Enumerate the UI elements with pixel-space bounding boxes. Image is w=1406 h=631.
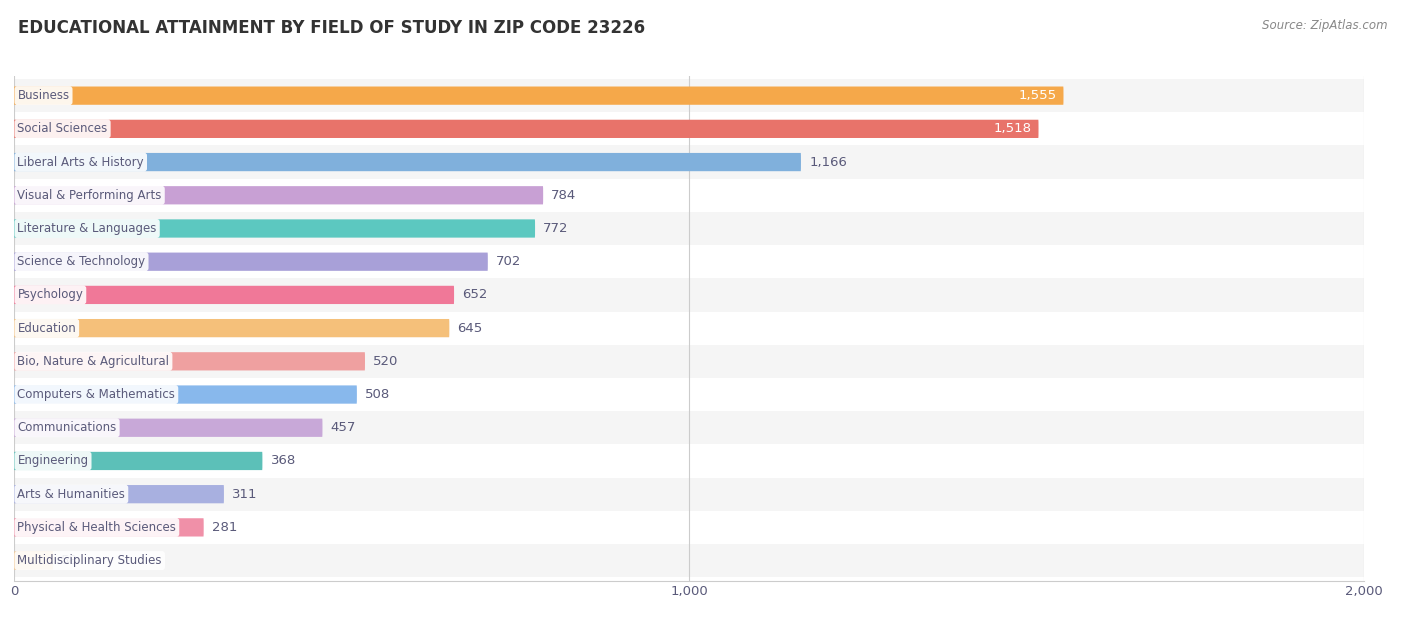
Text: 508: 508 (366, 388, 391, 401)
Text: 368: 368 (270, 454, 295, 468)
FancyBboxPatch shape (14, 153, 801, 171)
Text: EDUCATIONAL ATTAINMENT BY FIELD OF STUDY IN ZIP CODE 23226: EDUCATIONAL ATTAINMENT BY FIELD OF STUDY… (18, 19, 645, 37)
Text: Science & Technology: Science & Technology (17, 255, 146, 268)
Text: Education: Education (17, 322, 76, 334)
FancyBboxPatch shape (14, 86, 1063, 105)
Text: 1,166: 1,166 (808, 156, 846, 168)
FancyBboxPatch shape (14, 352, 366, 370)
Text: Engineering: Engineering (17, 454, 89, 468)
FancyBboxPatch shape (14, 478, 1364, 510)
FancyBboxPatch shape (14, 278, 1364, 312)
FancyBboxPatch shape (14, 79, 1364, 112)
Text: Source: ZipAtlas.com: Source: ZipAtlas.com (1263, 19, 1388, 32)
FancyBboxPatch shape (14, 411, 1364, 444)
FancyBboxPatch shape (14, 186, 543, 204)
Text: Visual & Performing Arts: Visual & Performing Arts (17, 189, 162, 202)
Text: Social Sciences: Social Sciences (17, 122, 108, 136)
FancyBboxPatch shape (14, 252, 488, 271)
FancyBboxPatch shape (14, 312, 1364, 345)
FancyBboxPatch shape (14, 319, 450, 337)
FancyBboxPatch shape (14, 485, 224, 504)
FancyBboxPatch shape (14, 386, 357, 404)
FancyBboxPatch shape (14, 418, 322, 437)
Text: Communications: Communications (17, 422, 117, 434)
FancyBboxPatch shape (14, 345, 1364, 378)
Text: Physical & Health Sciences: Physical & Health Sciences (17, 521, 176, 534)
FancyBboxPatch shape (14, 286, 454, 304)
FancyBboxPatch shape (14, 378, 1364, 411)
FancyBboxPatch shape (14, 544, 1364, 577)
Text: Arts & Humanities: Arts & Humanities (17, 488, 125, 500)
Text: 1,518: 1,518 (994, 122, 1032, 136)
Text: Computers & Mathematics: Computers & Mathematics (17, 388, 176, 401)
Text: 457: 457 (330, 422, 356, 434)
FancyBboxPatch shape (14, 120, 1039, 138)
Text: Business: Business (17, 89, 69, 102)
Text: Psychology: Psychology (17, 288, 83, 302)
FancyBboxPatch shape (14, 245, 1364, 278)
FancyBboxPatch shape (14, 179, 1364, 212)
FancyBboxPatch shape (14, 551, 53, 570)
FancyBboxPatch shape (14, 146, 1364, 179)
FancyBboxPatch shape (14, 220, 536, 238)
Text: Bio, Nature & Agricultural: Bio, Nature & Agricultural (17, 355, 170, 368)
FancyBboxPatch shape (14, 510, 1364, 544)
Text: 652: 652 (463, 288, 488, 302)
FancyBboxPatch shape (14, 518, 204, 536)
FancyBboxPatch shape (14, 112, 1364, 146)
Text: 784: 784 (551, 189, 576, 202)
Text: Multidisciplinary Studies: Multidisciplinary Studies (17, 554, 162, 567)
Text: 1,555: 1,555 (1018, 89, 1057, 102)
Text: 772: 772 (543, 222, 568, 235)
Text: 281: 281 (212, 521, 238, 534)
FancyBboxPatch shape (14, 444, 1364, 478)
Text: 645: 645 (457, 322, 482, 334)
Text: Literature & Languages: Literature & Languages (17, 222, 157, 235)
FancyBboxPatch shape (14, 452, 263, 470)
Text: 702: 702 (496, 255, 522, 268)
Text: 520: 520 (373, 355, 398, 368)
Text: Liberal Arts & History: Liberal Arts & History (17, 156, 143, 168)
FancyBboxPatch shape (14, 212, 1364, 245)
Text: 311: 311 (232, 488, 257, 500)
Text: 58: 58 (62, 554, 79, 567)
